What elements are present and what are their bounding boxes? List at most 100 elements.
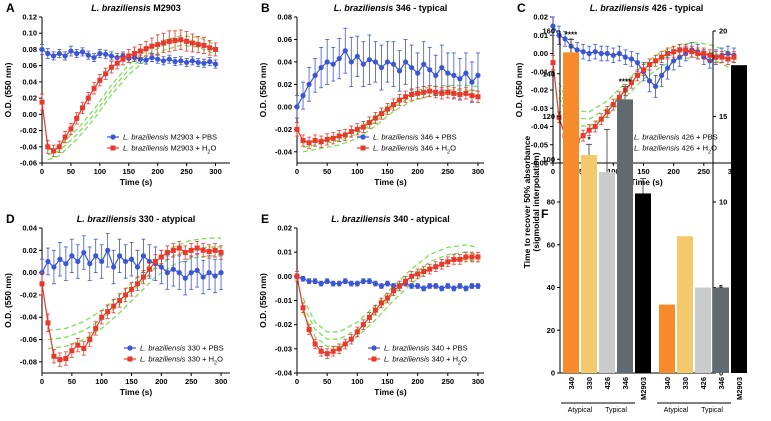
legend-label: L. braziliensis 330 + H2O bbox=[140, 355, 223, 367]
group-label: Typical bbox=[605, 407, 627, 414]
data-point bbox=[665, 65, 671, 71]
legend-species: L. braziliensis bbox=[123, 144, 169, 153]
x-axis-label: Time (s) bbox=[120, 387, 153, 397]
legend-text: 330 + PBS bbox=[185, 344, 223, 353]
data-point bbox=[445, 70, 451, 76]
series-pbs bbox=[294, 27, 481, 119]
data-point bbox=[324, 351, 330, 357]
data-point bbox=[166, 38, 172, 44]
data-point bbox=[336, 55, 342, 62]
data-point bbox=[306, 140, 312, 146]
panel-letter: C bbox=[517, 1, 526, 15]
chart-title: L. braziliensis 426 - typical bbox=[590, 3, 704, 13]
significance-marker: **** bbox=[619, 78, 632, 87]
legend-label: L. braziliensis 346 + H2O bbox=[373, 144, 456, 156]
bar bbox=[659, 304, 675, 373]
data-point bbox=[451, 72, 457, 78]
data-point bbox=[176, 245, 182, 251]
data-point bbox=[160, 40, 166, 46]
y-tick-label: -0.02 bbox=[275, 125, 292, 134]
data-point bbox=[427, 88, 433, 94]
x-tick-label: 300 bbox=[209, 167, 222, 176]
data-point bbox=[134, 281, 140, 287]
data-point bbox=[391, 288, 397, 294]
chart-title: L. braziliensis 330 - atypical bbox=[77, 214, 196, 224]
data-point bbox=[81, 345, 87, 351]
legend-label: L. braziliensis M2903 + H2O bbox=[123, 144, 216, 156]
data-point bbox=[126, 53, 132, 59]
data-point bbox=[91, 54, 97, 61]
legend-label: L. braziliensis 346 + PBS bbox=[373, 133, 457, 142]
x-tick-label: 200 bbox=[411, 377, 424, 386]
data-point bbox=[85, 52, 91, 58]
data-point bbox=[312, 72, 318, 78]
data-point bbox=[469, 283, 475, 289]
data-point bbox=[39, 46, 45, 53]
legend-species: L. braziliensis bbox=[373, 144, 419, 153]
data-point bbox=[550, 60, 556, 66]
y-tick-label: -0.05 bbox=[531, 140, 548, 149]
data-point bbox=[713, 54, 719, 60]
data-point bbox=[592, 49, 598, 55]
data-point bbox=[463, 70, 469, 76]
y-tick-label: 0.08 bbox=[22, 45, 37, 54]
x-tick-label: 300 bbox=[472, 377, 485, 386]
data-point bbox=[652, 83, 659, 89]
data-point bbox=[111, 264, 117, 270]
y-tick-label: 120 bbox=[542, 112, 555, 121]
y-tick-label: 40 bbox=[547, 283, 555, 292]
x-tick-label: 50 bbox=[68, 377, 76, 386]
x-tick-label: 150 bbox=[125, 377, 138, 386]
data-point bbox=[143, 46, 149, 52]
y-tick-label: 0.10 bbox=[22, 29, 37, 38]
data-point bbox=[439, 90, 445, 96]
data-point bbox=[178, 58, 184, 64]
data-point bbox=[433, 283, 439, 289]
y-axis-label: O.D. (550 nm) bbox=[3, 62, 13, 117]
chart-title: L. braziliensis 340 - atypical bbox=[331, 214, 450, 224]
data-point bbox=[475, 283, 481, 289]
data-point bbox=[105, 247, 111, 253]
y-axis-label: O.D. (550 nm) bbox=[258, 273, 268, 328]
data-point bbox=[457, 256, 463, 262]
data-point bbox=[445, 89, 451, 95]
data-point bbox=[312, 138, 318, 144]
legend-subscript: 2 bbox=[214, 361, 217, 367]
data-point bbox=[85, 95, 91, 101]
x-tick-label: 250 bbox=[698, 167, 711, 176]
title-species: L. braziliensis bbox=[77, 214, 137, 224]
data-point bbox=[421, 61, 427, 67]
data-point bbox=[427, 283, 433, 289]
panel-letter: F bbox=[541, 207, 548, 221]
legend-marker bbox=[110, 145, 116, 151]
data-point bbox=[330, 61, 336, 67]
y-tick-label: 100 bbox=[542, 155, 555, 164]
data-point bbox=[372, 307, 378, 313]
data-point bbox=[372, 59, 379, 65]
data-point bbox=[188, 247, 194, 253]
chart-title: L. braziliensis M2903 bbox=[91, 3, 181, 13]
y-tick-label: 0 bbox=[551, 369, 555, 378]
series-h2o bbox=[294, 251, 481, 359]
data-point bbox=[207, 59, 213, 65]
data-point bbox=[475, 94, 481, 100]
y2-tick-label: 10 bbox=[719, 198, 727, 207]
title-strain: 330 - atypical bbox=[139, 214, 196, 224]
data-point bbox=[695, 51, 701, 56]
x-axis-label: Time (s) bbox=[630, 177, 663, 187]
y-tick-label: -0.06 bbox=[20, 335, 37, 344]
data-point bbox=[366, 278, 372, 284]
data-point bbox=[463, 90, 469, 96]
data-point bbox=[402, 59, 409, 65]
data-point bbox=[99, 314, 105, 320]
data-point bbox=[318, 139, 324, 145]
data-point bbox=[212, 273, 218, 279]
data-point bbox=[469, 79, 475, 85]
y-tick-label: 0.00 bbox=[22, 268, 37, 277]
y-tick-label: -0.06 bbox=[531, 159, 548, 168]
data-point bbox=[592, 124, 598, 129]
y-tick-label: -0.02 bbox=[20, 126, 37, 135]
title-species: L. braziliensis bbox=[334, 3, 394, 13]
legend-marker bbox=[127, 356, 133, 362]
